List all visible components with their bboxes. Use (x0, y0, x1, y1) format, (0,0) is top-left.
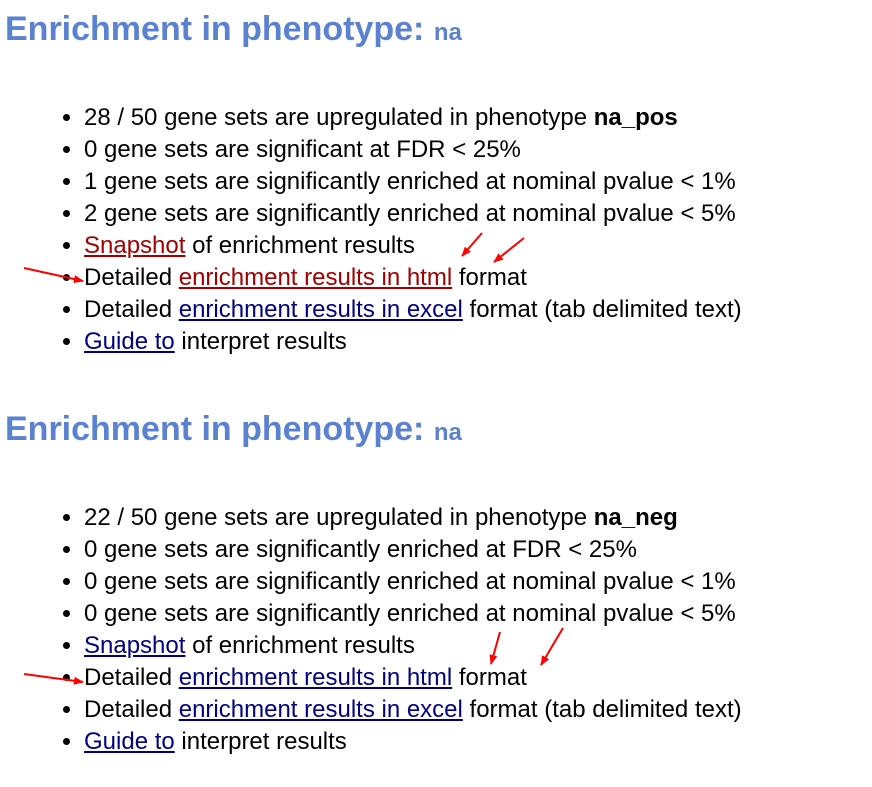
list-item-fdr: 0 gene sets are significantly enriched a… (84, 534, 742, 566)
guide-link[interactable]: Guide to (84, 728, 175, 755)
list-item-fdr: 0 gene sets are significant at FDR < 25% (84, 134, 742, 166)
list-item-pvalue-5: 2 gene sets are significantly enriched a… (84, 198, 742, 230)
list-item-guide: Guide to interpret results (84, 726, 742, 758)
guide-suffix: interpret results (174, 728, 347, 755)
section-heading: Enrichment in phenotype: na (5, 409, 462, 453)
heading-text: Enrichment in phenotype: (5, 410, 425, 448)
html-results-link[interactable]: enrichment results in html (178, 264, 453, 291)
guide-link[interactable]: Guide to (84, 328, 175, 355)
html-suffix: format (452, 664, 527, 691)
detailed-prefix: Detailed (84, 696, 179, 723)
detailed-prefix: Detailed (84, 664, 179, 691)
html-results-link[interactable]: enrichment results in html (178, 664, 453, 691)
phenotype-label: na_neg (593, 504, 678, 531)
results-list: 22 / 50 gene sets are upregulated in phe… (0, 502, 742, 758)
excel-results-link[interactable]: enrichment results in excel (178, 696, 463, 723)
results-list: 28 / 50 gene sets are upregulated in phe… (0, 102, 742, 358)
guide-suffix: interpret results (174, 328, 347, 355)
list-item-html: Detailed enrichment results in html form… (84, 262, 742, 294)
detailed-prefix: Detailed (84, 296, 179, 323)
list-item-pvalue-1: 1 gene sets are significantly enriched a… (84, 166, 742, 198)
list-item-snapshot: Snapshot of enrichment results (84, 230, 742, 262)
excel-suffix: format (tab delimited text) (462, 696, 742, 723)
list-item-pvalue-1: 0 gene sets are significantly enriched a… (84, 566, 742, 598)
upregulated-text: 28 / 50 gene sets are upregulated in phe… (84, 104, 588, 131)
list-item-upregulated: 28 / 50 gene sets are upregulated in phe… (84, 102, 742, 134)
html-suffix: format (452, 264, 527, 291)
detailed-prefix: Detailed (84, 264, 179, 291)
snapshot-suffix: of enrichment results (185, 632, 415, 659)
upregulated-text: 22 / 50 gene sets are upregulated in phe… (84, 504, 588, 531)
snapshot-suffix: of enrichment results (185, 232, 415, 259)
list-item-upregulated: 22 / 50 gene sets are upregulated in phe… (84, 502, 742, 534)
heading-text: Enrichment in phenotype: (5, 10, 425, 48)
section-heading: Enrichment in phenotype: na (5, 9, 462, 53)
list-item-html: Detailed enrichment results in html form… (84, 662, 742, 694)
list-item-guide: Guide to interpret results (84, 326, 742, 358)
list-item-pvalue-5: 0 gene sets are significantly enriched a… (84, 598, 742, 630)
snapshot-link[interactable]: Snapshot (84, 232, 186, 259)
snapshot-link[interactable]: Snapshot (84, 632, 186, 659)
list-item-excel: Detailed enrichment results in excel for… (84, 294, 742, 326)
phenotype-label: na_pos (593, 104, 678, 131)
heading-phenotype: na (433, 419, 462, 446)
list-item-snapshot: Snapshot of enrichment results (84, 630, 742, 662)
list-item-excel: Detailed enrichment results in excel for… (84, 694, 742, 726)
heading-phenotype: na (433, 19, 462, 46)
excel-results-link[interactable]: enrichment results in excel (178, 296, 463, 323)
excel-suffix: format (tab delimited text) (462, 296, 742, 323)
